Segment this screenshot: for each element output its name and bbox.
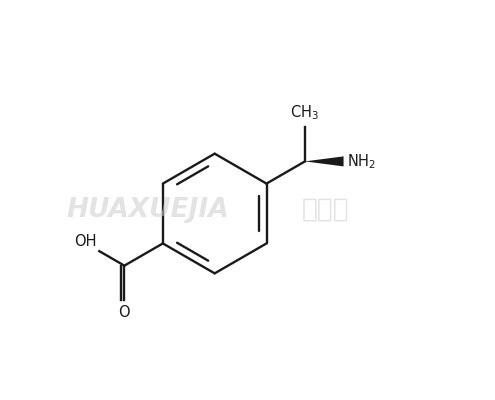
- Text: O: O: [119, 305, 130, 320]
- Text: NH$_2$: NH$_2$: [346, 152, 376, 171]
- Text: OH: OH: [74, 234, 96, 249]
- Text: CH$_3$: CH$_3$: [291, 103, 319, 122]
- Text: 化学加: 化学加: [301, 197, 349, 223]
- Text: HUAXUEJIA: HUAXUEJIA: [66, 197, 229, 223]
- Polygon shape: [305, 156, 344, 166]
